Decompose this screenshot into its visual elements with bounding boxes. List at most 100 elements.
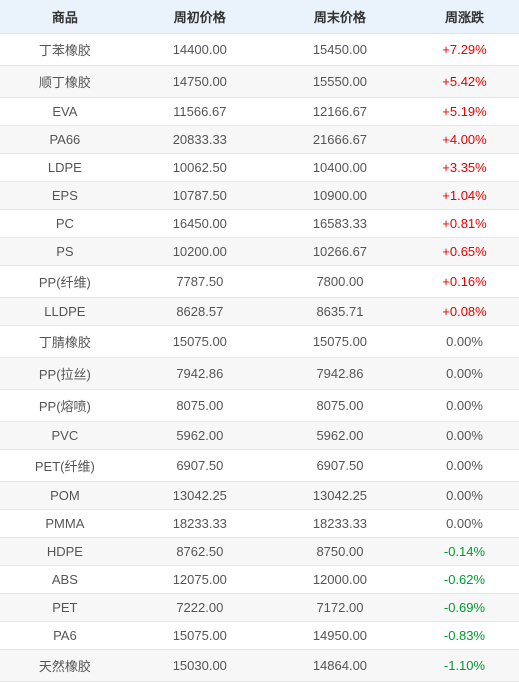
table-row: PC16450.0016583.33+0.81% bbox=[0, 210, 519, 238]
header-name: 商品 bbox=[0, 0, 130, 34]
table-row: PP(拉丝)7942.867942.860.00% bbox=[0, 358, 519, 390]
cell-change: -0.69% bbox=[410, 594, 519, 622]
cell-end: 10900.00 bbox=[270, 182, 410, 210]
cell-name: PVC bbox=[0, 422, 130, 450]
cell-start: 14400.00 bbox=[130, 34, 270, 66]
header-end: 周末价格 bbox=[270, 0, 410, 34]
cell-name: 顺丁橡胶 bbox=[0, 66, 130, 98]
cell-change: +1.04% bbox=[410, 182, 519, 210]
cell-end: 21666.67 bbox=[270, 126, 410, 154]
cell-name: PMMA bbox=[0, 510, 130, 538]
cell-name: EPS bbox=[0, 182, 130, 210]
cell-change: +0.65% bbox=[410, 238, 519, 266]
cell-change: +3.35% bbox=[410, 154, 519, 182]
cell-name: 丁腈橡胶 bbox=[0, 326, 130, 358]
table-row: LDPE10062.5010400.00+3.35% bbox=[0, 154, 519, 182]
table-row: PET(纤维)6907.506907.500.00% bbox=[0, 450, 519, 482]
cell-change: 0.00% bbox=[410, 326, 519, 358]
cell-end: 10266.67 bbox=[270, 238, 410, 266]
header-change: 周涨跌 bbox=[410, 0, 519, 34]
cell-start: 7942.86 bbox=[130, 358, 270, 390]
cell-change: -1.10% bbox=[410, 650, 519, 682]
cell-change: 0.00% bbox=[410, 390, 519, 422]
cell-start: 8762.50 bbox=[130, 538, 270, 566]
cell-start: 8628.57 bbox=[130, 298, 270, 326]
cell-change: +5.19% bbox=[410, 98, 519, 126]
cell-end: 8075.00 bbox=[270, 390, 410, 422]
cell-name: PP(纤维) bbox=[0, 266, 130, 298]
table-body: 丁苯橡胶14400.0015450.00+7.29%顺丁橡胶14750.0015… bbox=[0, 34, 519, 682]
cell-end: 7800.00 bbox=[270, 266, 410, 298]
table-row: PET7222.007172.00-0.69% bbox=[0, 594, 519, 622]
cell-start: 8075.00 bbox=[130, 390, 270, 422]
cell-name: PP(熔喷) bbox=[0, 390, 130, 422]
cell-start: 16450.00 bbox=[130, 210, 270, 238]
cell-end: 15450.00 bbox=[270, 34, 410, 66]
cell-end: 14950.00 bbox=[270, 622, 410, 650]
table-row: PS10200.0010266.67+0.65% bbox=[0, 238, 519, 266]
cell-name: PC bbox=[0, 210, 130, 238]
cell-start: 10200.00 bbox=[130, 238, 270, 266]
cell-name: EVA bbox=[0, 98, 130, 126]
cell-change: +0.81% bbox=[410, 210, 519, 238]
cell-name: PET bbox=[0, 594, 130, 622]
cell-name: PA6 bbox=[0, 622, 130, 650]
cell-name: PA66 bbox=[0, 126, 130, 154]
table-row: ABS12075.0012000.00-0.62% bbox=[0, 566, 519, 594]
cell-change: +7.29% bbox=[410, 34, 519, 66]
cell-end: 7172.00 bbox=[270, 594, 410, 622]
cell-end: 15075.00 bbox=[270, 326, 410, 358]
price-table: 商品 周初价格 周末价格 周涨跌 丁苯橡胶14400.0015450.00+7.… bbox=[0, 0, 519, 682]
cell-end: 10400.00 bbox=[270, 154, 410, 182]
cell-name: PS bbox=[0, 238, 130, 266]
cell-end: 6907.50 bbox=[270, 450, 410, 482]
cell-start: 7222.00 bbox=[130, 594, 270, 622]
table-row: PP(熔喷)8075.008075.000.00% bbox=[0, 390, 519, 422]
cell-name: ABS bbox=[0, 566, 130, 594]
cell-start: 10062.50 bbox=[130, 154, 270, 182]
cell-change: -0.62% bbox=[410, 566, 519, 594]
table-header-row: 商品 周初价格 周末价格 周涨跌 bbox=[0, 0, 519, 34]
table-row: PMMA18233.3318233.330.00% bbox=[0, 510, 519, 538]
cell-end: 8750.00 bbox=[270, 538, 410, 566]
cell-end: 15550.00 bbox=[270, 66, 410, 98]
cell-start: 15075.00 bbox=[130, 326, 270, 358]
cell-end: 7942.86 bbox=[270, 358, 410, 390]
cell-end: 12166.67 bbox=[270, 98, 410, 126]
cell-change: 0.00% bbox=[410, 358, 519, 390]
table-row: PA6620833.3321666.67+4.00% bbox=[0, 126, 519, 154]
cell-change: 0.00% bbox=[410, 510, 519, 538]
cell-start: 12075.00 bbox=[130, 566, 270, 594]
cell-change: -0.14% bbox=[410, 538, 519, 566]
table-row: HDPE8762.508750.00-0.14% bbox=[0, 538, 519, 566]
table-row: PA615075.0014950.00-0.83% bbox=[0, 622, 519, 650]
cell-end: 12000.00 bbox=[270, 566, 410, 594]
cell-start: 18233.33 bbox=[130, 510, 270, 538]
cell-change: +0.16% bbox=[410, 266, 519, 298]
cell-end: 8635.71 bbox=[270, 298, 410, 326]
table-row: 丁腈橡胶15075.0015075.000.00% bbox=[0, 326, 519, 358]
cell-change: +0.08% bbox=[410, 298, 519, 326]
table-row: LLDPE8628.578635.71+0.08% bbox=[0, 298, 519, 326]
cell-start: 13042.25 bbox=[130, 482, 270, 510]
cell-name: POM bbox=[0, 482, 130, 510]
cell-change: +4.00% bbox=[410, 126, 519, 154]
cell-start: 14750.00 bbox=[130, 66, 270, 98]
cell-end: 14864.00 bbox=[270, 650, 410, 682]
cell-end: 13042.25 bbox=[270, 482, 410, 510]
table-row: 天然橡胶15030.0014864.00-1.10% bbox=[0, 650, 519, 682]
table-row: POM13042.2513042.250.00% bbox=[0, 482, 519, 510]
cell-start: 20833.33 bbox=[130, 126, 270, 154]
cell-start: 6907.50 bbox=[130, 450, 270, 482]
table-row: 顺丁橡胶14750.0015550.00+5.42% bbox=[0, 66, 519, 98]
cell-start: 15030.00 bbox=[130, 650, 270, 682]
cell-end: 5962.00 bbox=[270, 422, 410, 450]
header-start: 周初价格 bbox=[130, 0, 270, 34]
cell-end: 18233.33 bbox=[270, 510, 410, 538]
cell-start: 7787.50 bbox=[130, 266, 270, 298]
cell-start: 11566.67 bbox=[130, 98, 270, 126]
cell-change: +5.42% bbox=[410, 66, 519, 98]
cell-name: HDPE bbox=[0, 538, 130, 566]
table-row: PP(纤维)7787.507800.00+0.16% bbox=[0, 266, 519, 298]
table-row: 丁苯橡胶14400.0015450.00+7.29% bbox=[0, 34, 519, 66]
